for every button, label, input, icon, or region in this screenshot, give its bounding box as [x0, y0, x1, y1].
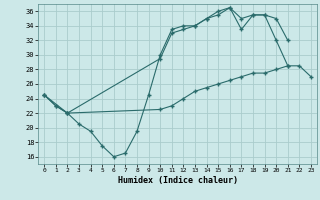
X-axis label: Humidex (Indice chaleur): Humidex (Indice chaleur): [118, 176, 238, 185]
